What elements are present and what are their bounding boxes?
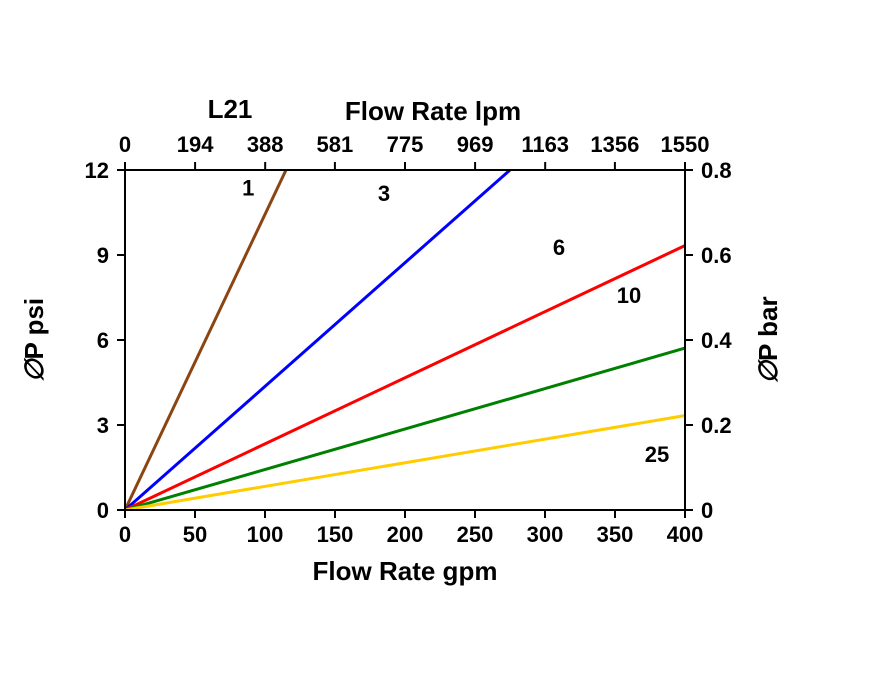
ytick-left-label: 0 (97, 498, 109, 523)
xtick-top-label: 581 (317, 132, 354, 157)
chart-svg: 0501001502002503003504000194388581775969… (0, 0, 891, 687)
series-label-6: 6 (553, 235, 565, 260)
series-label-25: 25 (645, 442, 669, 467)
xtick-top-label: 0 (119, 132, 131, 157)
xtick-bottom-label: 100 (247, 522, 284, 547)
xlabel-bottom-svg: Flow Rate gpm (313, 556, 498, 586)
xtick-bottom-label: 350 (597, 522, 634, 547)
ylabel-left-svg: ∅P psi (19, 298, 49, 382)
xtick-bottom-label: 200 (387, 522, 424, 547)
ytick-right-label: 0.8 (701, 158, 732, 183)
xtick-top-label: 1550 (661, 132, 710, 157)
xtick-top-label: 969 (457, 132, 494, 157)
ytick-right-label: 0 (701, 498, 713, 523)
ytick-left-label: 6 (97, 328, 109, 353)
xtick-top-label: 1163 (521, 132, 569, 157)
series-label-1: 1 (242, 176, 254, 201)
xtick-bottom-label: 50 (183, 522, 207, 547)
chart-container: 0501001502002503003504000194388581775969… (0, 0, 891, 687)
ytick-left-label: 3 (97, 413, 109, 438)
series-label-3: 3 (378, 181, 390, 206)
xtick-top-label: 388 (247, 132, 284, 157)
xtick-top-label: 194 (177, 132, 214, 157)
title-top-svg: Flow Rate lpm (345, 96, 521, 126)
ytick-left-label: 9 (97, 243, 109, 268)
title-top-left-svg: L21 (208, 94, 253, 124)
xtick-bottom-label: 250 (457, 522, 494, 547)
ytick-right-label: 0.2 (701, 413, 732, 438)
xtick-top-label: 1356 (590, 132, 639, 157)
ytick-left-label: 12 (85, 158, 109, 183)
xtick-top-label: 775 (387, 132, 424, 157)
series-label-10: 10 (617, 283, 641, 308)
ytick-right-label: 0.6 (701, 243, 732, 268)
xtick-bottom-label: 400 (667, 522, 704, 547)
ylabel-right-svg: ∅P bar (753, 296, 783, 383)
xtick-bottom-label: 300 (527, 522, 564, 547)
xtick-bottom-label: 0 (119, 522, 131, 547)
ytick-right-label: 0.4 (701, 328, 732, 353)
xtick-bottom-label: 150 (317, 522, 354, 547)
